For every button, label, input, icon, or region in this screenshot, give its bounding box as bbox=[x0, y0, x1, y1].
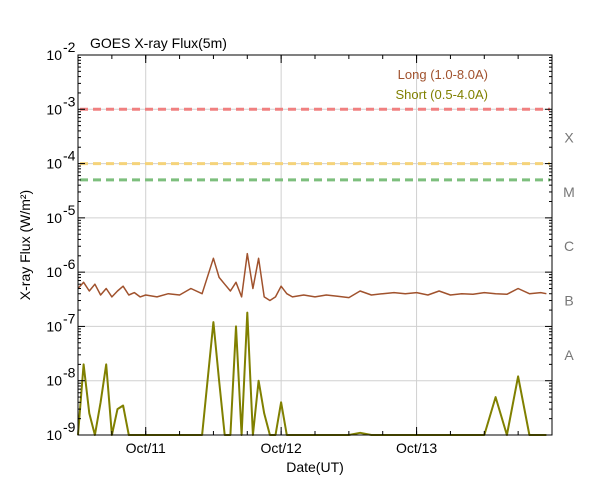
y-tick-label: 10 bbox=[46, 101, 62, 117]
y-tick-label: 10 bbox=[46, 264, 62, 280]
x-tick-label: Oct/12 bbox=[261, 440, 302, 456]
legend-item-long: Long (1.0-8.0A) bbox=[398, 67, 488, 82]
y-tick-label: 10 bbox=[46, 373, 62, 389]
legend-item-short: Short (0.5-4.0A) bbox=[396, 87, 489, 102]
flare-class-labels: A B C M X bbox=[563, 130, 575, 363]
flare-class-label: C bbox=[564, 238, 574, 254]
y-tick-exponent: -6 bbox=[63, 256, 76, 272]
threshold-lines bbox=[80, 107, 550, 182]
axis-ticks bbox=[77, 54, 553, 436]
flare-class-label: A bbox=[564, 347, 574, 363]
y-tick-label: 10 bbox=[46, 318, 62, 334]
x-tick-label: Oct/11 bbox=[126, 440, 166, 456]
y-tick-exponent: -7 bbox=[63, 310, 76, 326]
x-tick-labels: Oct/11 Oct/12 Oct/13 bbox=[126, 440, 438, 456]
y-tick-exponent: -3 bbox=[63, 93, 76, 109]
series-line-short bbox=[77, 311, 547, 436]
y-tick-exponent: -4 bbox=[63, 148, 76, 164]
y-axis-label: X-ray Flux (W/m²) bbox=[17, 190, 33, 300]
series-lines bbox=[77, 252, 547, 436]
x-tick-label: Oct/13 bbox=[396, 440, 437, 456]
y-tick-exponent: -9 bbox=[63, 419, 76, 435]
y-tick-exponent: -8 bbox=[63, 365, 76, 381]
y-tick-exponent: -2 bbox=[63, 39, 76, 55]
legend: Long (1.0-8.0A) Short (0.5-4.0A) bbox=[396, 67, 489, 102]
plot-frame bbox=[77, 54, 553, 436]
y-tick-label: 10 bbox=[46, 210, 62, 226]
series-line-long bbox=[77, 252, 547, 302]
flare-class-label: B bbox=[564, 293, 573, 309]
y-tick-exponent: -5 bbox=[63, 202, 76, 218]
y-tick-label: 10 bbox=[46, 427, 62, 443]
grid-lines bbox=[78, 55, 552, 435]
flare-class-label: X bbox=[564, 130, 574, 146]
y-tick-labels: 10-910-810-710-610-510-410-310-2 bbox=[46, 39, 75, 443]
y-tick-label: 10 bbox=[46, 156, 62, 172]
y-tick-label: 10 bbox=[46, 47, 62, 63]
chart-title: GOES X-ray Flux(5m) bbox=[90, 35, 227, 51]
flare-class-label: M bbox=[563, 184, 575, 200]
x-axis-label: Date(UT) bbox=[286, 459, 344, 475]
